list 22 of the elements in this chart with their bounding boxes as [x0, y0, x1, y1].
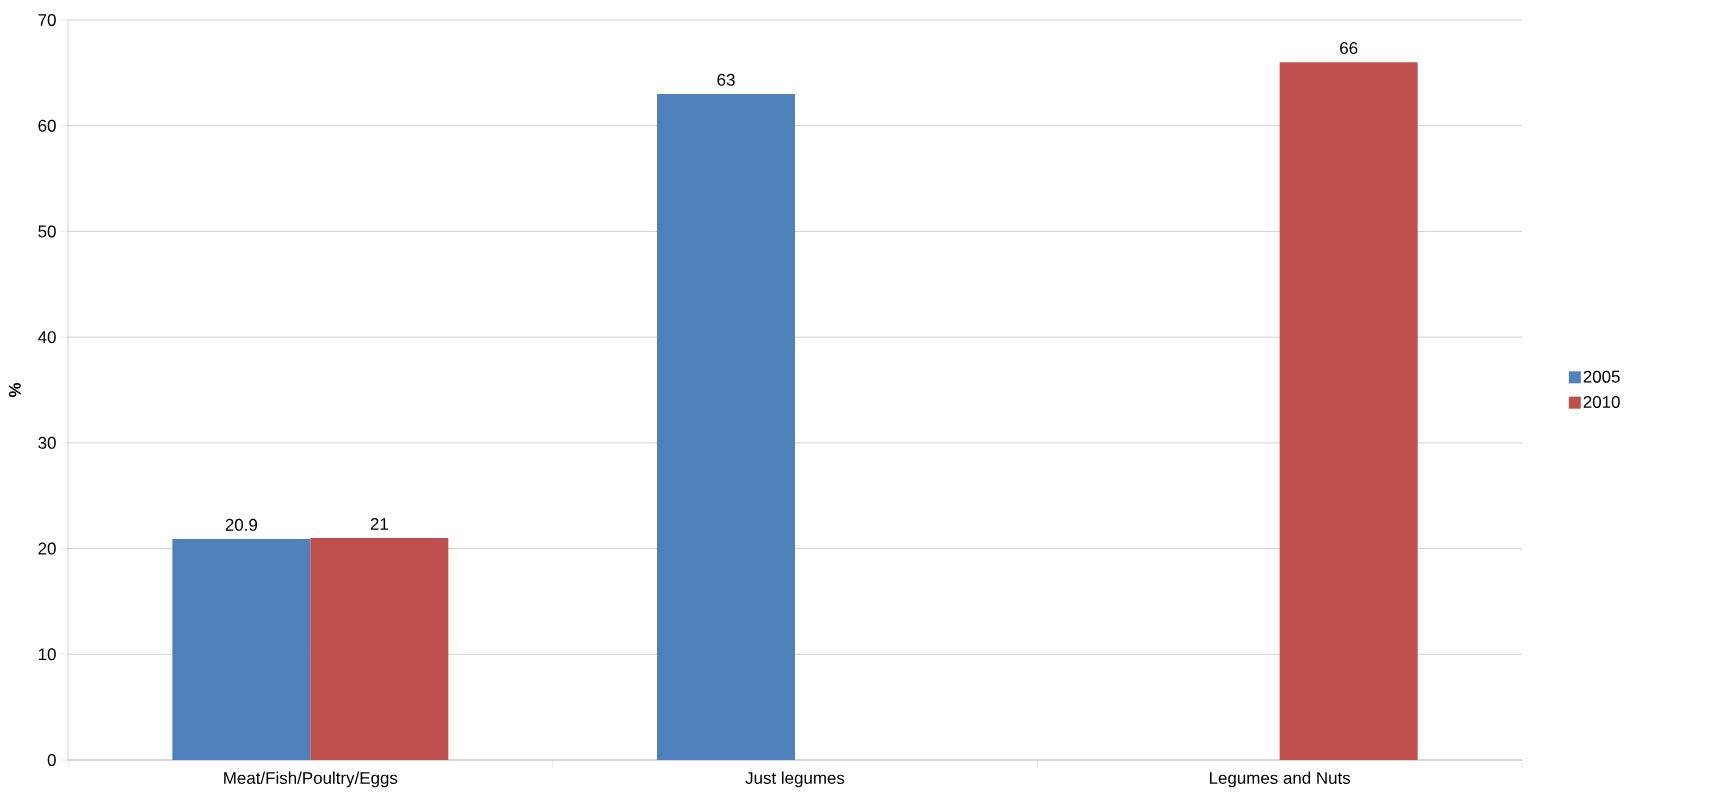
y-tick-label: 20	[38, 542, 56, 555]
data-label: 21	[370, 517, 388, 530]
data-label: 63	[717, 73, 735, 86]
y-tick-label: 40	[38, 331, 56, 344]
y-tick-label: 50	[38, 225, 56, 238]
bar	[1279, 62, 1418, 760]
legend-label: 2010	[1583, 395, 1620, 408]
y-tick-label: 60	[38, 119, 56, 132]
y-axis-title: %	[8, 382, 21, 398]
x-tick-label: Legumes and Nuts	[1209, 771, 1351, 788]
bar	[310, 538, 449, 760]
y-tick-label: 0	[47, 754, 56, 766]
y-tick-label: 70	[38, 14, 56, 26]
x-tick-label: Meat/Fish/Poultry/Eggs	[224, 771, 398, 788]
legend-label: 2005	[1583, 370, 1620, 383]
bar	[172, 539, 311, 760]
bar	[657, 94, 795, 760]
data-label: 20.9	[225, 518, 258, 531]
x-tick-label: Just legumes	[745, 771, 845, 788]
y-tick-label: 10	[38, 648, 56, 661]
data-label: 66	[1340, 42, 1358, 55]
y-tick-label: 30	[38, 436, 56, 449]
